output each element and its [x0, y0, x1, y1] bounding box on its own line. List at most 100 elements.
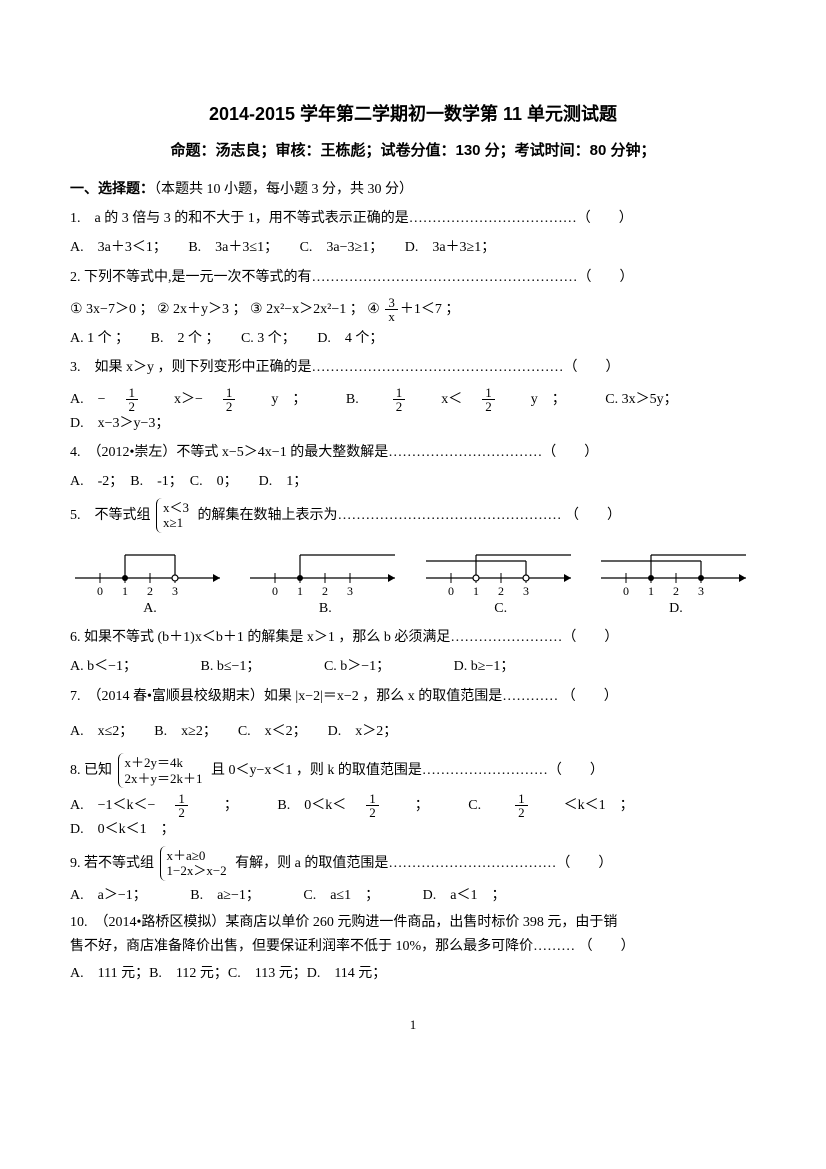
q6-opt-a: A. b＜−1； [70, 656, 137, 678]
question-1: 1. a 的 3 倍与 3 的和不大于 1，用不等式表示正确的是……………………… [70, 205, 756, 233]
q6-stem: 6. 如果不等式 (b＋1)x＜b＋1 的解集是 x＞1 ，那么 b 必须满足…… [70, 630, 618, 645]
svg-text:1: 1 [297, 584, 303, 598]
svg-text:0: 0 [448, 584, 454, 598]
numline-label-b: B. [245, 598, 405, 620]
frac-den: 2 [366, 806, 379, 819]
q3-opt-b: B. 12x＜12y ； [346, 386, 584, 413]
page-title: 2014-2015 学年第二学期初一数学第 11 单元测试题 [70, 100, 756, 129]
svg-text:0: 0 [97, 584, 103, 598]
q8-l2: 2x＋y＝2k＋1 [125, 771, 203, 787]
q2-stem: 2. 下列不等式中,是一元一次不等式的有…………………………………………………（… [70, 270, 634, 285]
numline-a: 0 1 2 3 [70, 543, 230, 598]
q9-opt-b: B. a≥−1； [190, 885, 260, 907]
q9-options: A. a＞−1； B. a≥−1； C. a≤1 ； D. a＜1 ； [70, 885, 756, 907]
q9-brace: x＋a≥0 1−2x＞x−2 [160, 846, 230, 881]
q2-opt-c: C. 3 个； [241, 328, 296, 350]
q8-opt-a: A. −1＜k＜−12； [70, 792, 256, 819]
svg-text:3: 3 [698, 584, 704, 598]
q1-opt-b: B. 3a＋3≤1； [188, 237, 278, 259]
q9-opt-c: C. a≤1 ； [303, 885, 379, 907]
q8-opt-c: C. 12 ＜k＜1 ； [468, 792, 651, 819]
q8-stem-suf: 且 0＜y−x＜1 ，则 k 的取值范围是………………………（ ） [211, 763, 604, 778]
frac-den: 2 [482, 400, 495, 413]
svg-text:2: 2 [498, 584, 504, 598]
svg-text:2: 2 [673, 584, 679, 598]
q9-stem-pre: 9. 若不等式组 [70, 856, 154, 871]
numline-c-svg: 0 1 2 3 [421, 543, 581, 598]
q1-stem: 1. a 的 3 倍与 3 的和不大于 1，用不等式表示正确的是……………………… [70, 211, 633, 226]
q1-opt-d: D. 3a＋3≥1； [405, 237, 496, 259]
q2-c2: ② 2x＋y＞3 ； [157, 302, 247, 317]
q10-line2: 售不好，商店准备降价出售，但要保证利润率不低于 10%，那么最多可降价……… （… [70, 935, 756, 959]
q6-opt-d: D. b≥−1； [454, 656, 515, 678]
frac-den: 2 [126, 400, 139, 413]
question-6: 6. 如果不等式 (b＋1)x＜b＋1 的解集是 x＞1 ，那么 b 必须满足…… [70, 624, 756, 652]
section-1-heading: 一、选择题：（本题共 10 小题，每小题 3 分，共 30 分） [70, 177, 756, 201]
frac-num: 1 [126, 386, 139, 400]
q5-l2: x≥1 [163, 515, 189, 531]
numline-label-a: A. [70, 598, 230, 620]
q5-stem-pre: 5. 不等式组 [70, 508, 151, 523]
frac-num: 1 [482, 386, 495, 400]
q9-l2: 1−2x＞x−2 [167, 863, 227, 879]
svg-text:3: 3 [347, 584, 353, 598]
q4-options: A. -2； B. -1； C. 0； D. 1； [70, 471, 756, 493]
q8-options: A. −1＜k＜−12； B. 0＜k＜12； C. 12＜k＜1 ； D. 0… [70, 792, 756, 841]
page-subtitle: 命题：汤志良；审核：王栋彪；试卷分值：130 分；考试时间：80 分钟； [70, 139, 756, 163]
q8-c-suf: ＜k＜1 ； [564, 795, 634, 817]
svg-text:0: 0 [272, 584, 278, 598]
q2-c4-num: 3 [385, 296, 398, 310]
number-line-row: 0 1 2 3 0 1 2 3 [70, 543, 756, 598]
q5-brace: x＜3 x≥1 [156, 498, 192, 533]
question-2: 2. 下列不等式中,是一元一次不等式的有…………………………………………………（… [70, 264, 756, 292]
frac-den: 2 [393, 400, 406, 413]
q8-b-frac: 12 [366, 792, 397, 819]
numline-b-svg: 0 1 2 3 [245, 543, 405, 598]
q4-stem: 4. （2012•崇左）不等式 x−5＞4x−1 的最大整数解是……………………… [70, 445, 598, 460]
q8-opt-b: B. 0＜k＜12； [277, 792, 446, 819]
numline-d: 0 1 2 3 [596, 543, 756, 598]
q2-c3: ③ 2x²−x＞2x²−1 ； [250, 302, 364, 317]
svg-text:1: 1 [122, 584, 128, 598]
svg-text:1: 1 [648, 584, 654, 598]
q2-c4-den: x [385, 310, 398, 323]
svg-text:3: 3 [172, 584, 178, 598]
question-10: 10. （2014•路桥区模拟）某商店以单价 260 元购进一件商品，出售时标价… [70, 911, 756, 959]
q1-opt-a: A. 3a＋3＜1； [70, 237, 167, 259]
q3-opt-a: A. −12x＞−12y ； [70, 386, 324, 413]
q2-conditions: ① 3x−7＞0 ； ② 2x＋y＞3 ； ③ 2x²−x＞2x²−1 ； ④ … [70, 296, 756, 324]
q9-l1: x＋a≥0 [167, 848, 227, 864]
q5-l1: x＜3 [163, 500, 189, 516]
frac-num: 1 [223, 386, 236, 400]
q8-a-pre: A. −1＜k＜− [70, 795, 155, 817]
q2-opt-b: B. 2 个 ； [151, 328, 220, 350]
q3-a-frac2: 12 [223, 386, 254, 413]
frac-num: 1 [515, 792, 528, 806]
q8-c-frac: 12 [515, 792, 546, 819]
q8-b-pre: B. 0＜k＜ [277, 795, 346, 817]
q8-c-pre: C. [468, 795, 495, 817]
q2-c4-pre: ④ [367, 302, 383, 317]
q3-options: A. −12x＞−12y ； B. 12x＜12y ； C. 3x＞5y； D.… [70, 386, 756, 435]
q3-b-mid: x＜ [441, 389, 462, 411]
question-9: 9. 若不等式组 x＋a≥0 1−2x＞x−2 有解，则 a 的取值范围是………… [70, 846, 756, 881]
q2-c4-frac: 3x [385, 296, 398, 323]
q6-opt-b: B. b≤−1； [201, 656, 261, 678]
q6-options: A. b＜−1； B. b≤−1； C. b＞−1； D. b≥−1； [70, 656, 756, 678]
frac-num: 1 [175, 792, 188, 806]
svg-text:0: 0 [623, 584, 629, 598]
q1-options: A. 3a＋3＜1； B. 3a＋3≤1； C. 3a−3≥1； D. 3a＋3… [70, 237, 756, 259]
numline-label-d: D. [596, 598, 756, 620]
frac-num: 1 [393, 386, 406, 400]
q8-a-suf: ； [224, 795, 238, 817]
q1-opt-c: C. 3a−3≥1； [300, 237, 384, 259]
q10-options: A. 111 元；B. 112 元；C. 113 元；D. 114 元； [70, 963, 756, 985]
question-7: 7. （2014 春•富顺县校级期末）如果 |x−2|＝x−2 ，那么 x 的取… [70, 683, 756, 711]
q7-stem: 7. （2014 春•富顺县校级期末）如果 |x−2|＝x−2 ，那么 x 的取… [70, 689, 618, 704]
q3-a-suf: y ； [271, 389, 306, 411]
q9-stem-suf: 有解，则 a 的取值范围是………………………………（ ） [235, 856, 612, 871]
frac-den: 2 [515, 806, 528, 819]
q10-line1: 10. （2014•路桥区模拟）某商店以单价 260 元购进一件商品，出售时标价… [70, 911, 756, 935]
q9-opt-a: A. a＞−1； [70, 885, 147, 907]
question-5: 5. 不等式组 x＜3 x≥1 的解集在数轴上表示为……………………………………… [70, 498, 756, 533]
